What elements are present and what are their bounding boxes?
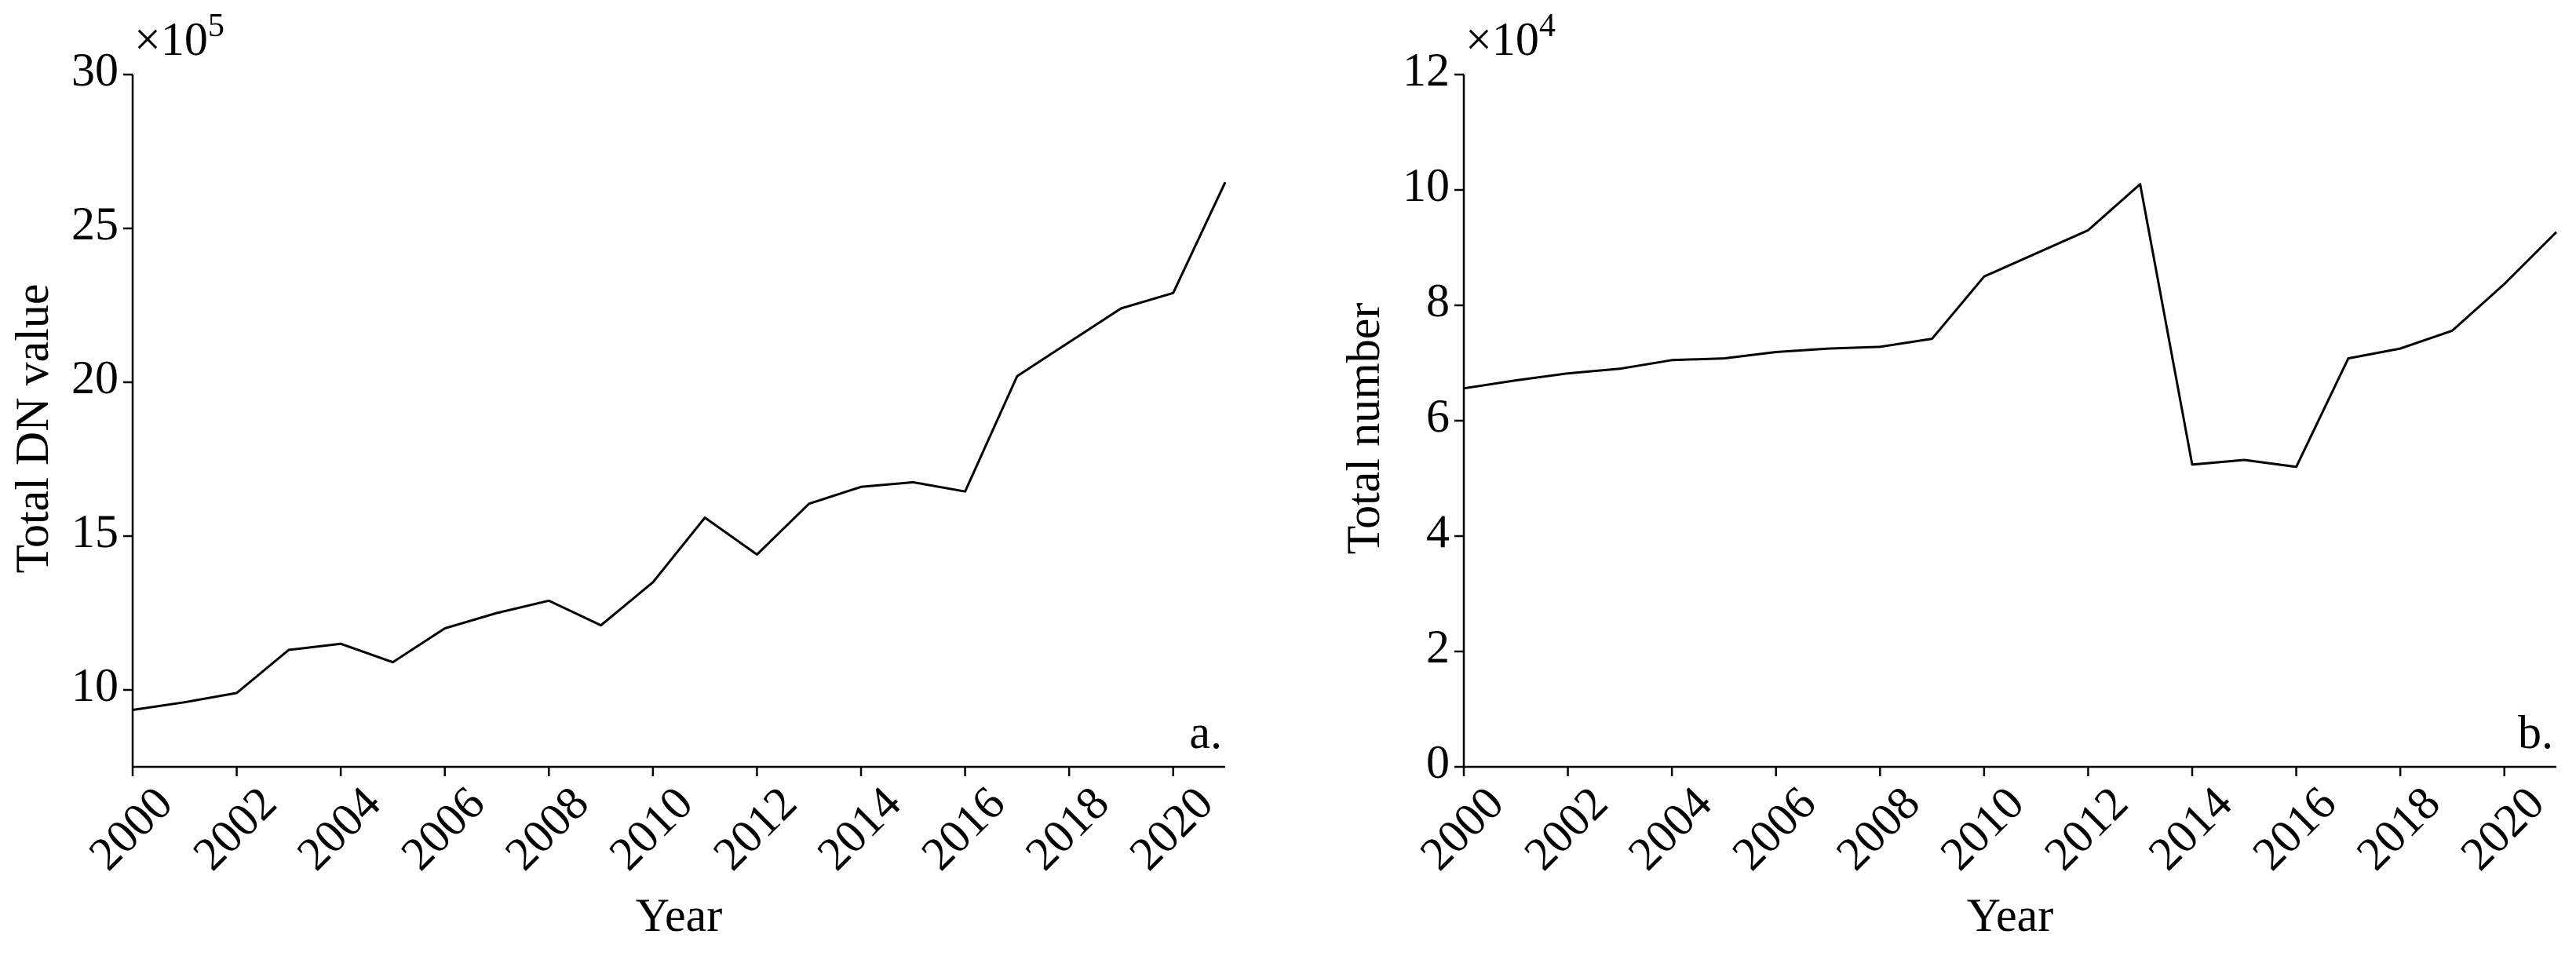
x-tick-label: 2016 [911,776,1015,880]
x-tick-label: 2020 [2450,776,2554,880]
y-tick-label: 0 [1426,736,1450,788]
data-line [1463,183,2558,469]
y-tick-label: 2 [1426,621,1450,673]
x-tick-label: 2002 [1514,776,1618,880]
y-multiplier-exponent: 4 [1539,8,1556,44]
x-tick-label: 2006 [1722,776,1826,880]
x-axis-label: Year [636,889,723,941]
x-tick-label: 2014 [807,776,910,880]
y-multiplier: ×105 [134,8,224,65]
x-tick-label: 2020 [1119,776,1223,880]
y-axis-label: Total DN value [6,283,58,573]
x-tick-label: 2008 [1826,776,1930,880]
y-axis-label: Total number [1337,303,1389,555]
y-tick-label: 25 [71,198,119,250]
data-line [132,181,1227,711]
x-tick-label: 2004 [287,776,391,880]
y-tick-label: 10 [71,659,119,711]
y-tick-label: 4 [1426,505,1450,557]
x-tick-label: 2008 [495,776,599,880]
x-tick-label: 2010 [1930,776,2034,880]
x-tick-label: 2010 [599,776,702,880]
x-tick-label: 2000 [1410,776,1513,880]
y-tick-label: 15 [71,505,119,557]
x-tick-label: 2000 [78,776,182,880]
y-tick-label: 20 [71,352,119,403]
panel-annotation: b. [2518,706,2553,758]
x-tick-label: 2016 [2242,776,2346,880]
y-multiplier-base: ×10 [134,13,208,65]
y-multiplier: ×104 [1465,8,1556,65]
y-tick-label: 8 [1426,275,1450,327]
x-tick-label: 2002 [183,776,286,880]
y-tick-label: 12 [1403,44,1450,96]
y-tick-label: 30 [71,44,119,96]
y-multiplier-base: ×10 [1465,13,1539,65]
y-tick-label: 6 [1426,390,1450,442]
x-tick-label: 2018 [2347,776,2450,880]
x-tick-label: 2014 [2138,776,2242,880]
panel-annotation: a. [1189,706,1222,758]
x-axis-label: Year [1967,889,2054,941]
y-multiplier-exponent: 5 [208,8,224,44]
x-tick-label: 2006 [391,776,494,880]
x-tick-label: 2004 [1618,776,1722,880]
x-tick-label: 2012 [2034,776,2138,880]
x-tick-label: 2012 [703,776,807,880]
x-tick-label: 2018 [1016,776,1119,880]
y-tick-label: 10 [1403,159,1450,211]
